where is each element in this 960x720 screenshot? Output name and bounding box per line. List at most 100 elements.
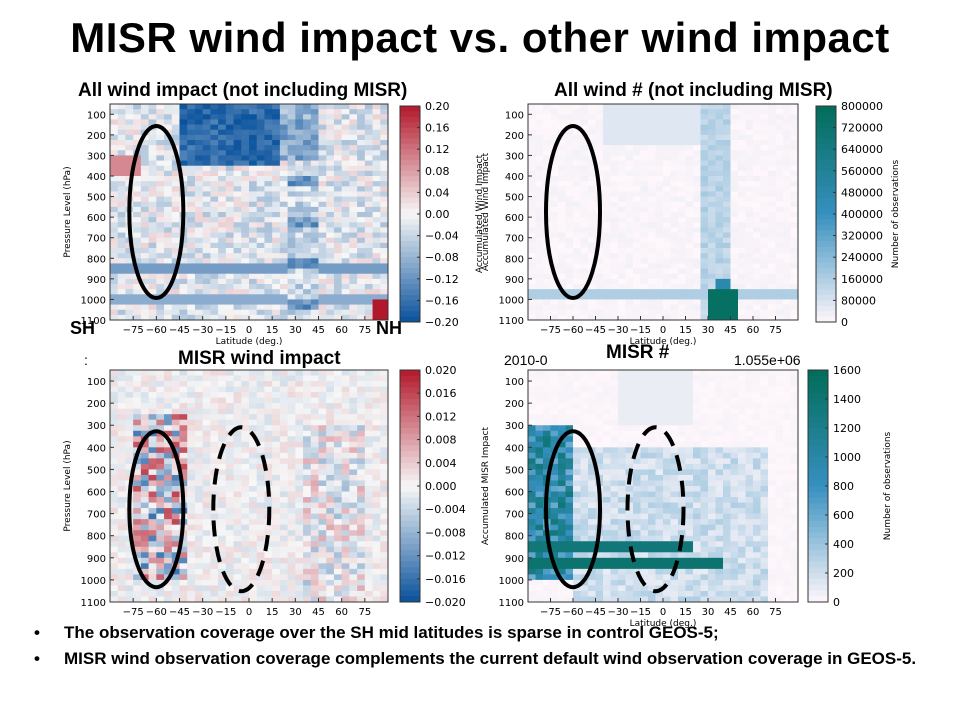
heatmap-cell [610, 299, 619, 305]
heatmap-cell [738, 119, 746, 125]
heatmap-cell [678, 119, 686, 125]
heatmap-cell [210, 486, 219, 492]
heatmap-cell [310, 176, 319, 182]
heatmap-cell [326, 546, 335, 553]
heatmap-cell [295, 134, 304, 141]
heatmap-cell [272, 541, 281, 548]
heatmap-cell [349, 596, 358, 603]
heatmap-cell [156, 206, 165, 213]
heatmap-cell [364, 441, 373, 448]
heatmap-cell [535, 242, 544, 249]
heatmap-cell [318, 304, 327, 311]
heatmap-cell [610, 237, 619, 244]
heatmap-cell [380, 129, 389, 136]
heatmap-cell [372, 273, 381, 280]
heatmap-cell [194, 299, 204, 305]
heatmap-cell [194, 524, 204, 531]
heatmap-cell [117, 541, 126, 548]
heatmap-cell [550, 258, 559, 264]
heatmap-cell [310, 140, 319, 146]
heatmap-cell [618, 196, 626, 203]
heatmap-cell [233, 222, 242, 228]
heatmap-cell [364, 469, 373, 476]
heatmap-cell [528, 579, 536, 586]
heatmap-cell [164, 242, 173, 249]
heatmap-cell [745, 299, 754, 305]
heatmap-cell [110, 381, 119, 387]
heatmap-cell [700, 201, 709, 208]
heatmap-cell [140, 397, 150, 404]
heatmap-cell [588, 104, 596, 110]
heatmap-cell [241, 463, 250, 470]
heatmap-cell [210, 414, 219, 421]
heatmap-cell [738, 304, 746, 311]
heatmap-cell [110, 458, 119, 465]
heatmap-cell [357, 497, 366, 503]
heatmap-cell [187, 480, 196, 487]
heatmap-cell [364, 430, 373, 437]
heatmap-cell [565, 258, 574, 264]
heatmap-cell [633, 160, 641, 167]
heatmap-cell [164, 268, 173, 275]
heatmap-cell [210, 222, 219, 228]
heatmap-cell [380, 212, 389, 218]
heatmap-cell [187, 263, 196, 269]
heatmap-cell [528, 535, 536, 542]
heatmap-cell [241, 596, 250, 603]
heatmap-cell [543, 258, 551, 264]
heatmap-cell [241, 248, 250, 254]
colorbar-step [400, 375, 420, 383]
heatmap-cell [610, 191, 619, 197]
heatmap-cell [210, 579, 219, 586]
heatmap-cell [640, 268, 649, 275]
heatmap-cell [730, 314, 739, 321]
heatmap-cell [357, 568, 366, 575]
heatmap-cell [364, 408, 373, 415]
heatmap-cell [372, 480, 381, 487]
heatmap-cell [233, 403, 242, 410]
heatmap-cell [326, 441, 335, 448]
heatmap-cell [218, 414, 227, 421]
heatmap-cell [640, 114, 649, 120]
heatmap-cell [171, 436, 180, 443]
heatmap-cell [783, 196, 791, 203]
heatmap-cell [233, 232, 242, 239]
heatmap-cell [133, 242, 142, 249]
heatmap-cell [708, 278, 716, 285]
heatmap-cell [287, 206, 296, 213]
heatmap-cell [318, 263, 327, 269]
heatmap-cell [349, 463, 358, 470]
heatmap-cell [110, 524, 119, 531]
heatmap-cell [117, 278, 126, 285]
heatmap-cell [287, 568, 296, 575]
heatmap-cell [745, 109, 754, 115]
heatmap-cell [693, 299, 701, 305]
heatmap-cell [618, 155, 626, 161]
heatmap-cell [218, 119, 227, 125]
heatmap-cell [558, 248, 566, 254]
heatmap-cell [700, 232, 709, 239]
heatmap-cell [148, 469, 157, 476]
heatmap-cell [210, 386, 219, 393]
heatmap-cell [140, 119, 150, 125]
heatmap-cell [194, 574, 204, 581]
heatmap-cell [723, 196, 731, 203]
heatmap-cell [708, 150, 716, 156]
heatmap-cell [580, 206, 589, 213]
heatmap-cell [535, 579, 544, 586]
heatmap-cell [640, 314, 649, 321]
heatmap-cell [140, 375, 150, 382]
heatmap-cell [241, 491, 250, 498]
heatmap-cell [588, 227, 596, 233]
heatmap-cell [372, 155, 381, 161]
heatmap-cell [179, 585, 188, 592]
heatmap-cell [603, 196, 611, 203]
heatmap-cell [233, 278, 242, 285]
heatmap-cell [349, 299, 358, 305]
heatmap-cell [179, 129, 188, 136]
colorbar-step [400, 491, 420, 499]
heatmap-cell [655, 232, 664, 239]
heatmap-cell [194, 414, 204, 421]
heatmap-cell [133, 299, 142, 305]
heatmap-cell [372, 392, 381, 399]
